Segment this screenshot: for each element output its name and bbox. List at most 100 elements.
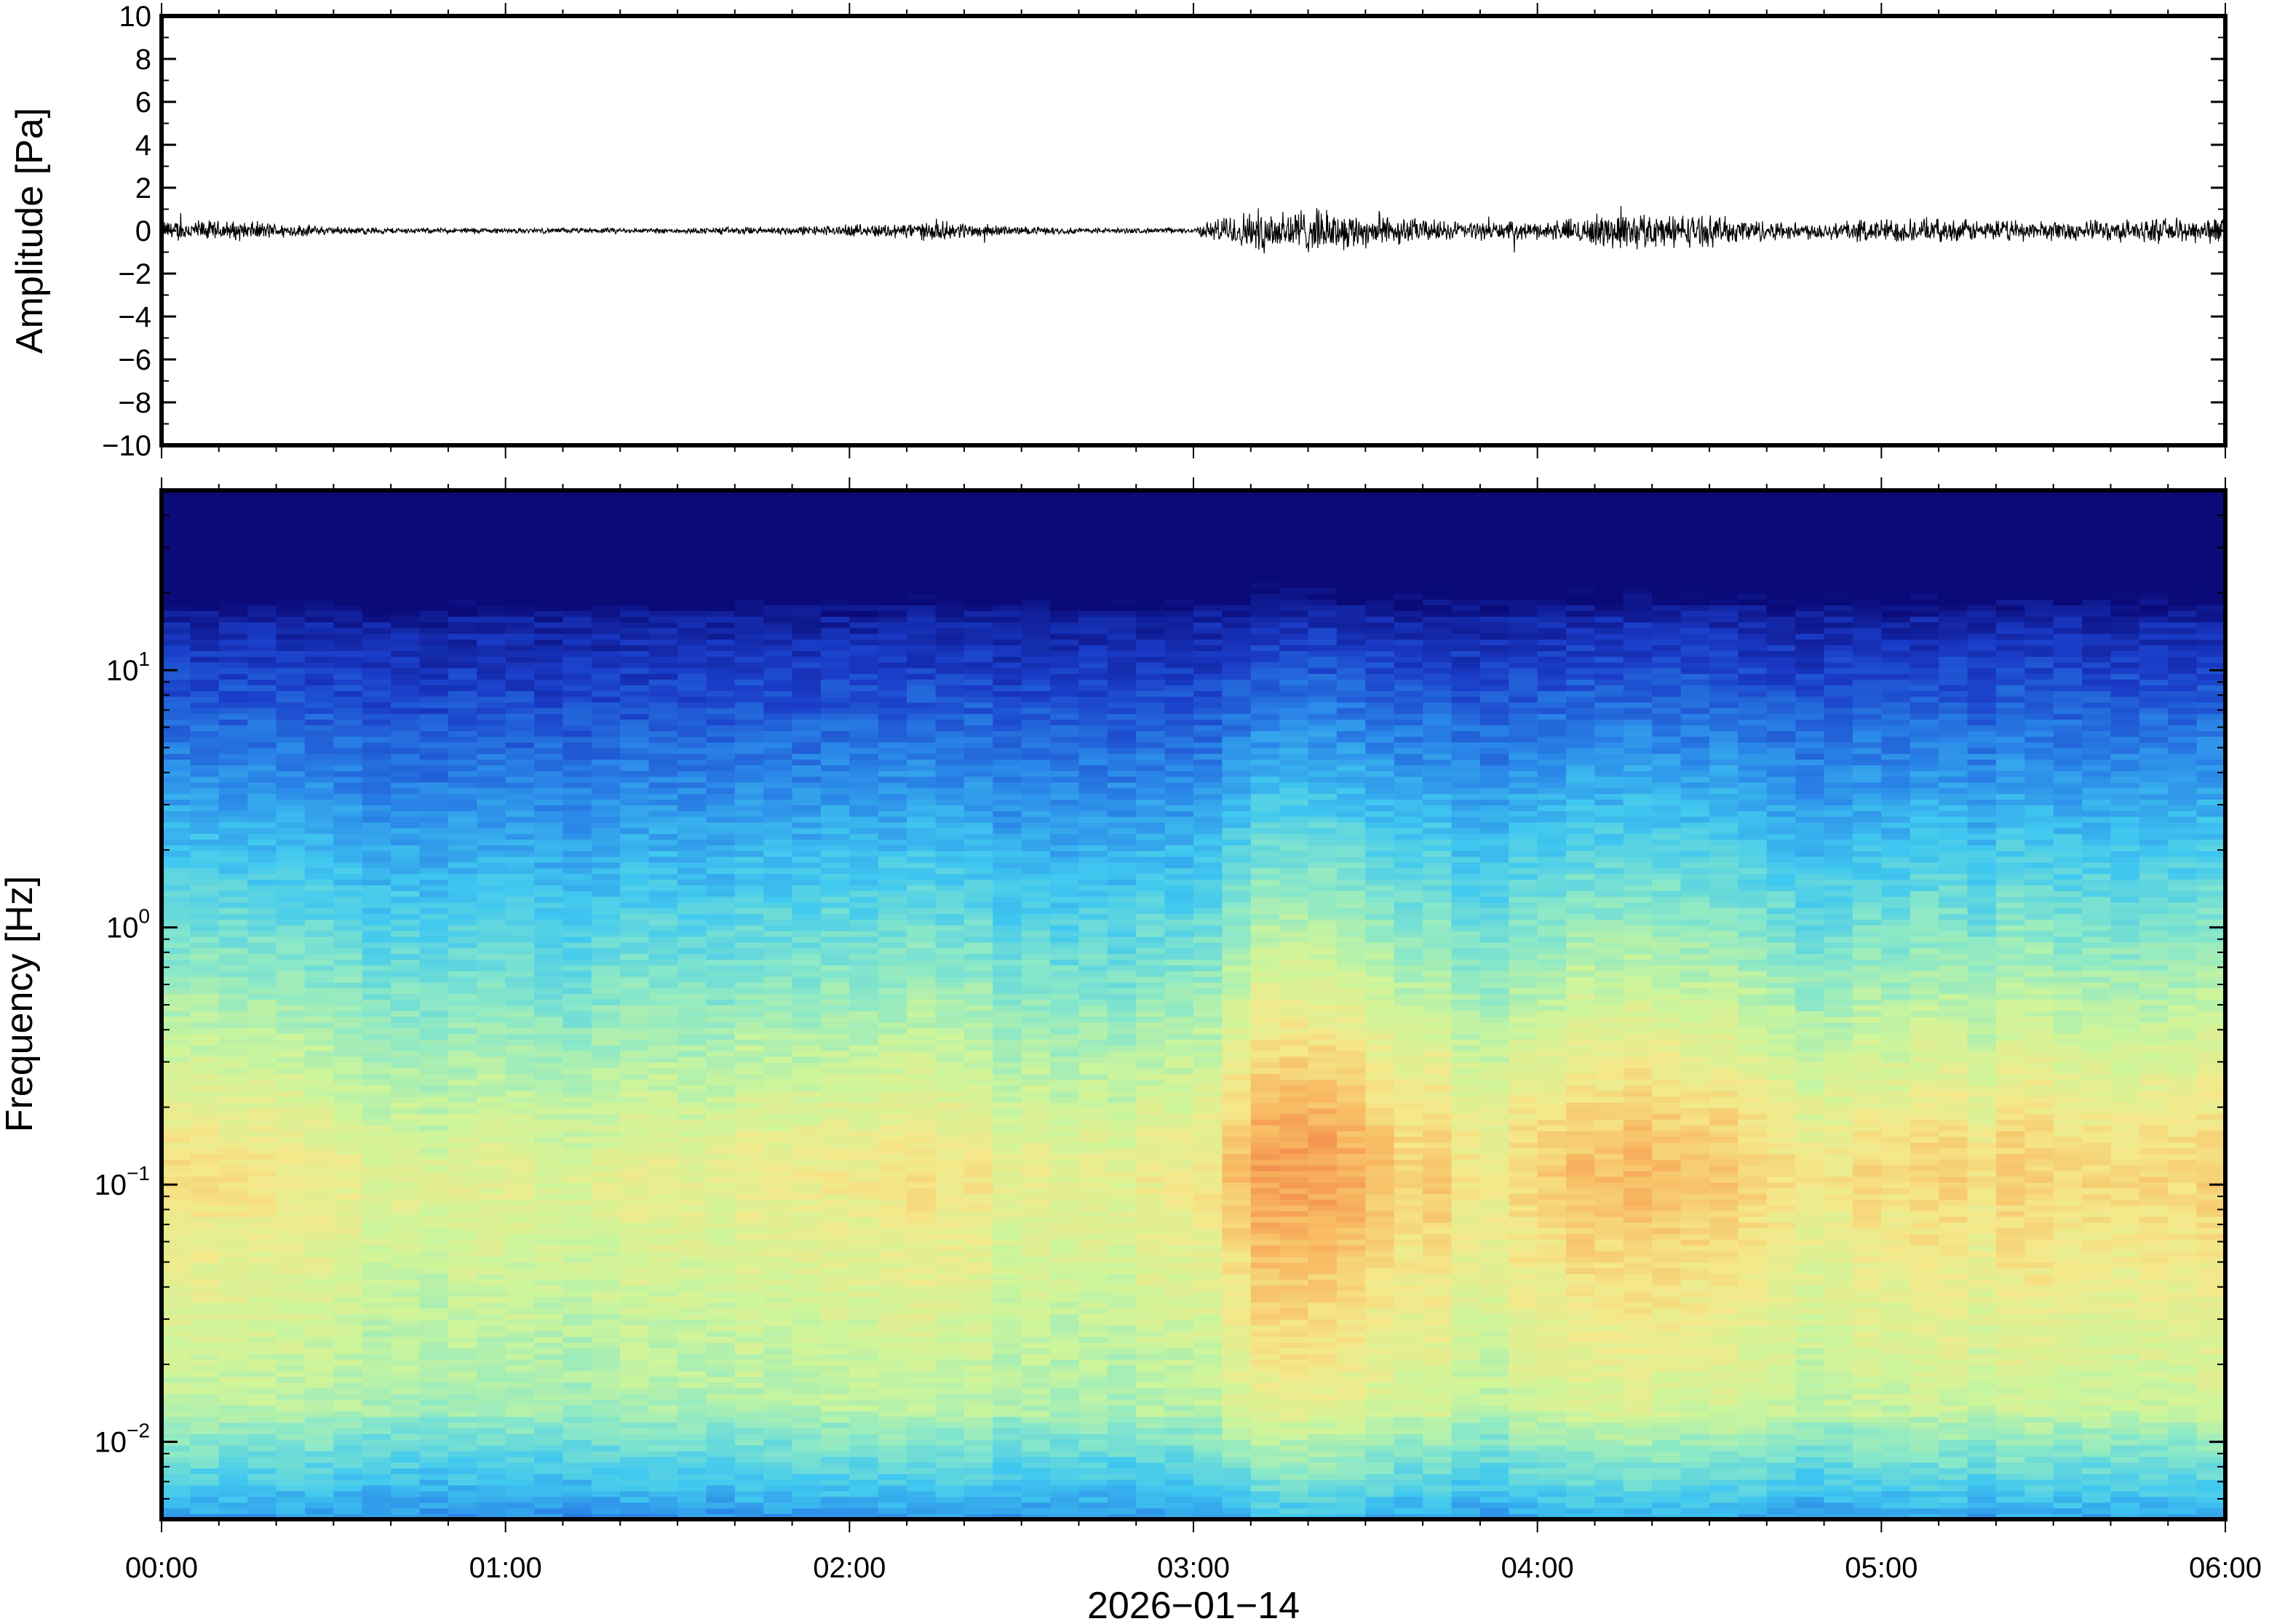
spectrogram-cell — [648, 982, 678, 989]
spectrogram-cell — [706, 1342, 736, 1349]
spectrogram-cell — [477, 541, 506, 549]
spectrogram-cell — [448, 810, 478, 817]
spectrogram-cell — [448, 713, 478, 720]
spectrogram-cell — [419, 810, 449, 817]
spectrogram-cell — [878, 1262, 907, 1269]
spectrogram-cell — [907, 621, 937, 629]
spectrogram-cell — [563, 1307, 592, 1314]
spectrogram-cell — [763, 1416, 793, 1423]
spectrogram-cell — [162, 999, 191, 1006]
spectrogram-cell — [878, 1147, 907, 1155]
spectrogram-cell — [849, 1073, 879, 1080]
spectrogram-cell — [820, 1113, 851, 1120]
spectrogram-cell — [333, 1370, 363, 1377]
spectrogram-cell — [477, 976, 506, 983]
spectrogram-cell — [419, 1119, 449, 1126]
spectrogram-cell — [448, 936, 478, 943]
spectrogram-cell — [162, 1033, 191, 1040]
spectrogram-cell — [333, 1096, 363, 1103]
spectrogram-cell — [276, 1290, 306, 1297]
spectrogram-cell — [792, 1079, 822, 1086]
spectrogram-cell — [907, 1182, 937, 1189]
spectrogram-cell — [677, 781, 707, 789]
spectrogram-cell — [419, 1050, 449, 1057]
spectrogram-cell — [162, 770, 191, 777]
spectrogram-cell — [419, 1165, 449, 1171]
spectrogram-cell — [448, 970, 478, 977]
spectrogram-cell — [677, 661, 707, 669]
spectrogram-cell — [477, 645, 506, 651]
spectrogram-cell — [448, 1113, 478, 1120]
spectrogram-cell — [419, 1422, 449, 1429]
spectrogram-cell — [563, 781, 592, 789]
spectrogram-cell — [620, 633, 650, 640]
spectrogram-cell — [391, 679, 421, 685]
spectrogram-cell — [247, 1348, 277, 1354]
spectrogram-cell — [162, 1456, 191, 1463]
spectrogram-cell — [333, 587, 363, 594]
spectrogram-cell — [706, 759, 736, 765]
spectrogram-cell — [247, 993, 277, 1000]
spectrogram-cell — [247, 1479, 277, 1486]
spectrogram-cell — [907, 907, 937, 915]
spectrogram-cell — [190, 1450, 220, 1457]
spectrogram-cell — [792, 1187, 822, 1195]
spectrogram-cell — [419, 781, 449, 789]
spectrogram-cell — [620, 850, 650, 857]
spectrogram-cell — [677, 947, 707, 955]
spectrogram-cell — [648, 1336, 678, 1343]
spectrogram-cell — [563, 1033, 592, 1040]
spectrogram-cell — [563, 999, 592, 1006]
spectrogram-cell — [190, 1330, 220, 1337]
spectrogram-cell — [563, 907, 592, 915]
spectrogram-cell — [878, 536, 907, 543]
spectrogram-cell — [333, 1388, 363, 1394]
spectrogram-cell — [677, 570, 707, 577]
spectrogram-cell — [477, 793, 506, 800]
spectrogram-cell — [677, 633, 707, 640]
spectrogram-cell — [849, 993, 879, 1000]
spectrogram-cell — [218, 1416, 248, 1423]
spectrogram-cell — [563, 1250, 592, 1257]
spectrogram-cell — [878, 1187, 907, 1195]
spectrogram-cell — [304, 982, 335, 989]
spectrogram-cell — [820, 799, 851, 805]
spectrogram-cell — [276, 507, 306, 514]
spectrogram-cell — [734, 1062, 764, 1069]
spectrogram-cell — [304, 599, 335, 605]
spectrogram-cell — [333, 736, 363, 743]
spectrogram-cell — [907, 610, 937, 617]
spectrogram-cell — [677, 1433, 707, 1440]
spectrogram-cell — [620, 770, 650, 777]
spectrogram-cell — [162, 821, 191, 829]
spectrogram-cell — [620, 1513, 650, 1519]
spectrogram-cell — [162, 525, 191, 531]
spectrogram-cell — [706, 719, 736, 725]
spectrogram-cell — [247, 490, 277, 497]
spectrogram-cell — [304, 1416, 335, 1423]
spectrogram-cell — [591, 1490, 621, 1497]
spectrogram-cell — [907, 1428, 937, 1434]
spectrogram-cell — [247, 1307, 277, 1314]
spectrogram-cell — [276, 1176, 306, 1183]
spectrogram-cell — [162, 1193, 191, 1200]
spectrogram-cell — [534, 1079, 564, 1086]
spectrogram-cell — [648, 1267, 678, 1275]
spectrogram-cell — [849, 1085, 879, 1091]
spectrogram-cell — [391, 799, 421, 805]
spectrogram-cell — [190, 1199, 220, 1206]
spectrogram-cell — [563, 639, 592, 645]
spectrogram-cell — [419, 970, 449, 977]
spectrogram-cell — [677, 987, 707, 995]
spectrogram-cell — [419, 1433, 449, 1440]
spectrogram-cell — [333, 725, 363, 731]
spectrogram-cell — [190, 1382, 220, 1389]
spectrogram-cell — [734, 559, 764, 565]
spectrogram-cell — [563, 730, 592, 737]
spectrogram-cell — [849, 1502, 879, 1509]
spectrogram-cell — [849, 1050, 879, 1057]
spectrogram-cell — [907, 1313, 937, 1320]
spectrogram-cell — [706, 827, 736, 835]
spectrogram-cell — [162, 1027, 191, 1035]
spectrogram-cell — [734, 1250, 764, 1257]
